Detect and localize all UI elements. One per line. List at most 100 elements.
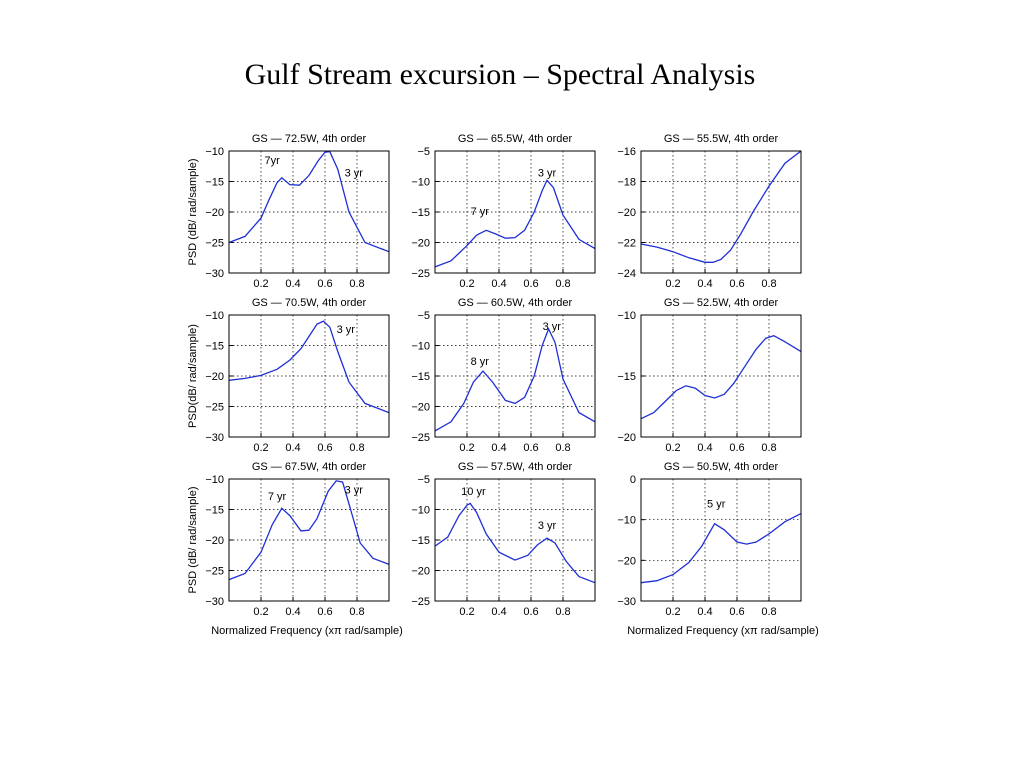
x-tick-label: 0.8: [761, 278, 776, 290]
x-tick-label: 0.8: [555, 442, 570, 454]
x-tick-label: 0.4: [285, 278, 300, 290]
plot-frame: [640, 314, 802, 438]
x-tick-label: 0.8: [555, 606, 570, 618]
x-tick-label: 0.6: [317, 442, 332, 454]
y-tick-label: −20: [617, 555, 636, 567]
panel-2: 0.2 0.4 0.6 0.8 −25 −20 −15 −10 −5 GS — 65.5W, 4t…: [411, 133, 596, 290]
plot-frame: [640, 478, 802, 602]
x-tick-label: 0.2: [665, 606, 680, 618]
psd-curve: [228, 320, 390, 414]
y-tick-label: −20: [617, 432, 636, 444]
x-tick-label: 0.4: [285, 606, 300, 618]
panel-title: GS — 55.5W, 4th order: [664, 133, 779, 145]
x-tick-label: 0.2: [459, 442, 474, 454]
y-tick-label: −20: [205, 207, 224, 219]
x-tick-label: 0.4: [697, 442, 712, 454]
y-tick-label: −15: [411, 207, 430, 219]
panel-title: GS — 67.5W, 4th order: [252, 461, 367, 473]
panel-title: GS — 50.5W, 4th order: [664, 461, 779, 473]
panel-4: 0.2 0.4 0.6 0.8 −30 −25 −20 −15 −10 GS — 70.5W, 4…: [205, 297, 390, 454]
plot-background: [641, 479, 801, 601]
y-tick-label: −5: [417, 474, 430, 486]
y-tick-label: −10: [617, 310, 636, 322]
y-axis-label-row-2: PSD(dB/ rad/sample): [187, 324, 199, 428]
y-tick-label: −20: [411, 566, 430, 578]
x-tick-label: 0.2: [459, 278, 474, 290]
x-tick-label: 0.8: [555, 278, 570, 290]
y-tick-label: −20: [617, 207, 636, 219]
y-tick-label: 0: [630, 474, 636, 486]
panel-9: 0.2 0.4 0.6 0.8 −30 −20 −10 0 GS — 50.5W, 4th or…: [617, 461, 802, 618]
y-tick-label: −10: [617, 515, 636, 527]
y-tick-label: −22: [617, 238, 636, 250]
x-tick-label: 0.6: [729, 442, 744, 454]
x-tick-label: 0.2: [253, 442, 268, 454]
slide-title: Gulf Stream excursion – Spectral Analysi…: [244, 58, 756, 91]
x-tick-label: 0.8: [349, 606, 364, 618]
y-tick-label: −30: [205, 432, 224, 444]
y-tick-label: −18: [617, 177, 636, 189]
peak-annotation: 3 yr: [543, 321, 562, 333]
plot-frame: [434, 314, 596, 438]
psd-curve: [640, 513, 802, 584]
plot-frame: [434, 478, 596, 602]
x-tick-label: 0.8: [349, 278, 364, 290]
peak-annotation: 5 yr: [707, 498, 726, 510]
x-tick-label: 0.8: [349, 442, 364, 454]
y-tick-label: −10: [205, 146, 224, 158]
x-tick-label: 0.4: [697, 606, 712, 618]
y-tick-label: −10: [205, 310, 224, 322]
panel-5: 0.2 0.4 0.6 0.8 −25 −20 −15 −10 −5 GS — 60.5W, 4t…: [411, 297, 596, 454]
x-axis-label-left: Normalized Frequency (xπ rad/sample): [211, 625, 403, 637]
x-tick-label: 0.4: [491, 442, 506, 454]
x-tick-label: 0.2: [665, 278, 680, 290]
panel-8: 0.2 0.4 0.6 0.8 −25 −20 −15 −10 −5 GS — 57.5W, 4t…: [411, 461, 596, 618]
y-tick-label: −5: [417, 146, 430, 158]
x-tick-label: 0.4: [285, 442, 300, 454]
y-tick-label: −20: [411, 402, 430, 414]
y-tick-label: −30: [205, 268, 224, 280]
y-tick-label: −10: [205, 474, 224, 486]
plot-frame: [228, 150, 390, 274]
panel-title: GS — 57.5W, 4th order: [458, 461, 573, 473]
y-tick-label: −30: [617, 596, 636, 608]
psd-curve: [434, 179, 596, 268]
peak-annotation: 8 yr: [471, 356, 490, 368]
y-tick-label: −25: [411, 432, 430, 444]
y-tick-label: −25: [205, 238, 224, 250]
y-tick-label: −30: [205, 596, 224, 608]
panel-1: 0.2 0.4 0.6 0.8 −30 −25 −20 −15 −10 GS — 72.5W, 4…: [205, 133, 390, 290]
x-tick-label: 0.4: [491, 606, 506, 618]
y-tick-label: −16: [617, 146, 636, 158]
psd-curve: [228, 150, 390, 253]
y-tick-label: −15: [205, 341, 224, 353]
x-tick-label: 0.6: [317, 606, 332, 618]
x-tick-label: 0.2: [253, 278, 268, 290]
peak-annotation: 7 yr: [268, 491, 287, 503]
x-tick-label: 0.6: [523, 278, 538, 290]
y-tick-label: −15: [411, 535, 430, 547]
psd-curve: [434, 502, 596, 584]
panel-title: GS — 70.5W, 4th order: [252, 297, 367, 309]
y-tick-label: −25: [411, 596, 430, 608]
panel-title: GS — 60.5W, 4th order: [458, 297, 573, 309]
psd-curve: [434, 327, 596, 432]
plot-frame: [228, 314, 390, 438]
peak-annotation: 3 yr: [337, 324, 356, 336]
peak-annotation: 3 yr: [538, 167, 557, 179]
y-tick-label: −10: [411, 177, 430, 189]
x-tick-label: 0.4: [491, 278, 506, 290]
panel-3: 0.2 0.4 0.6 0.8 −24 −22 −20 −18 −16 GS — 55.5W, 4…: [617, 133, 802, 290]
panel-title: GS — 65.5W, 4th order: [458, 133, 573, 145]
plot-frame: [640, 150, 802, 274]
peak-annotation: 7 yr: [471, 206, 490, 218]
psd-curve: [228, 480, 390, 581]
psd-curve: [640, 334, 802, 420]
y-tick-label: −20: [205, 535, 224, 547]
y-tick-label: −15: [617, 371, 636, 383]
y-axis-label-row-3: PSD (dB/ rad/sample): [187, 487, 199, 594]
x-axis-label-right: Normalized Frequency (xπ rad/sample): [627, 625, 819, 637]
panel-title: GS — 52.5W, 4th order: [664, 297, 779, 309]
